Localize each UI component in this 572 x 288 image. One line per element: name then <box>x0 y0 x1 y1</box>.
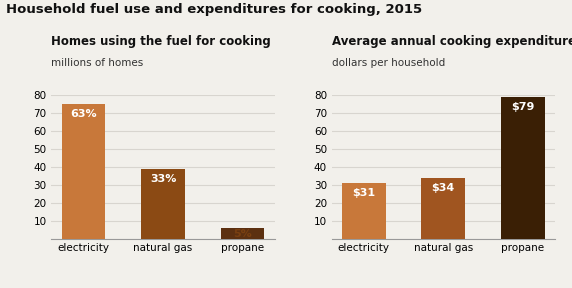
Text: 5%: 5% <box>233 229 252 239</box>
Text: $79: $79 <box>511 102 534 112</box>
Text: Homes using the fuel for cooking: Homes using the fuel for cooking <box>51 35 271 48</box>
Bar <box>422 178 465 239</box>
Text: $31: $31 <box>352 188 375 198</box>
Bar <box>501 97 545 239</box>
Text: Household fuel use and expenditures for cooking, 2015: Household fuel use and expenditures for … <box>6 3 422 16</box>
Bar <box>342 183 386 239</box>
Text: Average annual cooking expenditures: Average annual cooking expenditures <box>332 35 572 48</box>
Bar <box>141 169 185 239</box>
Bar <box>221 228 264 239</box>
Text: millions of homes: millions of homes <box>51 58 144 68</box>
Text: dollars per household: dollars per household <box>332 58 445 68</box>
Text: 63%: 63% <box>70 109 97 119</box>
Text: $34: $34 <box>432 183 455 193</box>
Text: 33%: 33% <box>150 174 176 184</box>
Bar <box>62 104 105 239</box>
